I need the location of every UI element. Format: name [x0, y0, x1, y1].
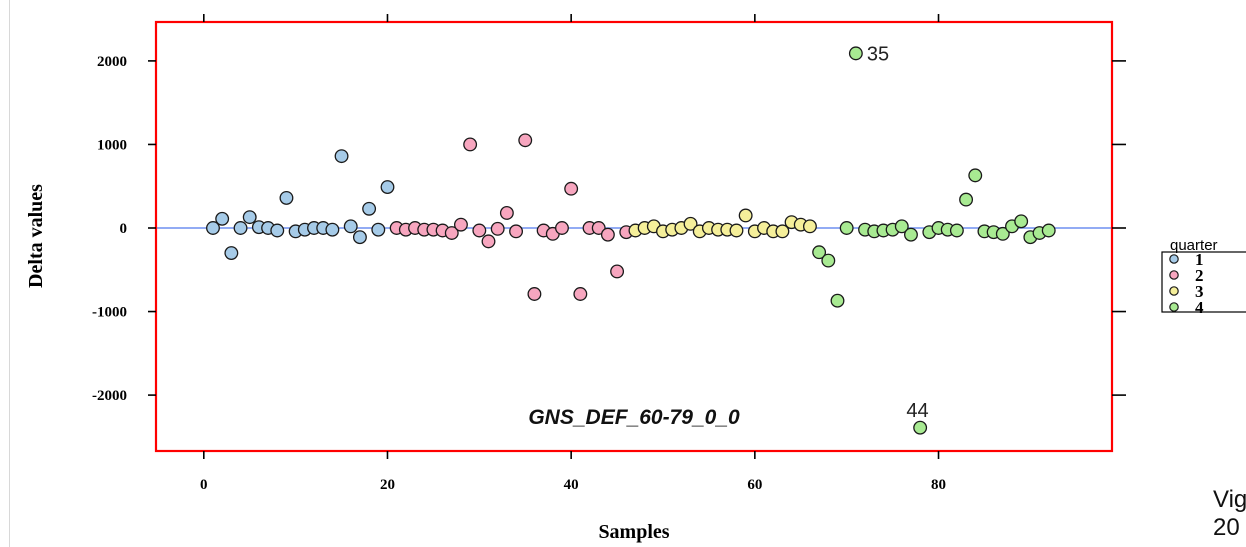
y-tick-label: 0 [120, 221, 128, 237]
data-point-q1 [224, 246, 239, 261]
y-tick-label: -1000 [92, 305, 127, 321]
data-point-q3 [738, 208, 753, 223]
data-point-q2 [518, 133, 533, 148]
x-tick-label: 0 [200, 477, 208, 493]
side-text-line2: 20 [1213, 514, 1240, 541]
legend-label-3: 3 [1195, 282, 1204, 301]
data-point-q1 [352, 230, 367, 245]
data-point-q2 [600, 227, 615, 242]
data-point-q4 [812, 245, 827, 260]
left-edge-rule [9, 0, 10, 547]
data-point-q2 [472, 223, 487, 238]
legend-marker-3 [1169, 286, 1179, 296]
data-point-q4 [913, 420, 928, 435]
legend-label-2: 2 [1195, 266, 1204, 285]
legend-label-4: 4 [1195, 298, 1204, 317]
point-annotation: 35 [867, 43, 889, 65]
legend-label-1: 1 [1195, 250, 1204, 269]
data-point-q2 [481, 234, 496, 249]
data-point-q1 [279, 190, 294, 205]
data-point-q2 [573, 287, 588, 301]
data-point-q1 [242, 210, 257, 225]
data-point-q2 [509, 224, 524, 239]
x-tick-label: 60 [747, 477, 762, 493]
data-point-q1 [343, 219, 358, 234]
plot-frame [154, 20, 1114, 453]
x-tick-label: 40 [564, 477, 579, 493]
data-point-q2 [463, 137, 478, 152]
data-point-q1 [362, 201, 377, 216]
data-point-q1 [233, 221, 248, 235]
data-point-q1 [380, 180, 395, 195]
side-text-line1: Vig [1213, 486, 1246, 513]
data-point-q2 [555, 221, 569, 235]
data-point-q3 [729, 223, 744, 238]
x-tick-label: 20 [380, 477, 395, 493]
data-point-q3 [802, 219, 817, 234]
data-point-q4 [959, 192, 974, 207]
data-point-q1 [334, 149, 349, 164]
data-point-q4 [949, 223, 964, 238]
data-point-q2 [454, 217, 468, 232]
data-point-q4 [1014, 214, 1029, 229]
legend-marker-2 [1169, 270, 1179, 280]
y-tick-label: 2000 [97, 54, 127, 70]
data-point-q2 [610, 264, 625, 279]
x-axis-title: Samples [598, 521, 669, 543]
data-point-q4 [848, 46, 863, 61]
data-point-q2 [564, 181, 579, 196]
point-annotation: 44 [906, 400, 928, 422]
data-point-q2 [499, 206, 514, 220]
panel-label: GNS_DEF_60-79_0_0 [528, 406, 740, 429]
data-point-q4 [904, 227, 918, 242]
data-point-q4 [839, 221, 854, 235]
data-point-q3 [775, 224, 790, 239]
legend-marker-4 [1169, 302, 1179, 312]
data-point-q4 [821, 253, 836, 268]
data-point-q2 [444, 226, 459, 240]
data-point-q2 [490, 221, 505, 236]
data-point-q2 [591, 221, 606, 235]
data-point-q1 [325, 222, 340, 237]
data-point-q4 [830, 293, 845, 308]
data-point-q4 [968, 168, 983, 183]
data-point-q1 [270, 223, 285, 238]
data-point-q1 [371, 222, 386, 237]
y-tick-label: 1000 [97, 137, 127, 153]
data-point-q2 [527, 287, 542, 301]
legend-title: quarter [1170, 237, 1218, 254]
data-point-q4 [1041, 223, 1056, 238]
x-tick-label: 80 [931, 477, 946, 493]
data-point-q1 [206, 221, 220, 235]
data-point-q3 [683, 216, 698, 231]
points-layer: 35 44 [206, 43, 1056, 435]
legend-marker-1 [1169, 254, 1179, 264]
axes-layer: 0 20 40 60 80 -2000 -1000 0 1000 2000 Samples Delta… [25, 14, 1126, 543]
data-point-q4 [995, 226, 1010, 241]
y-axis-title: Delta values [25, 184, 47, 288]
data-point-q1 [215, 211, 230, 226]
y-tick-label: -2000 [92, 388, 127, 404]
data-point-q4 [894, 219, 909, 234]
